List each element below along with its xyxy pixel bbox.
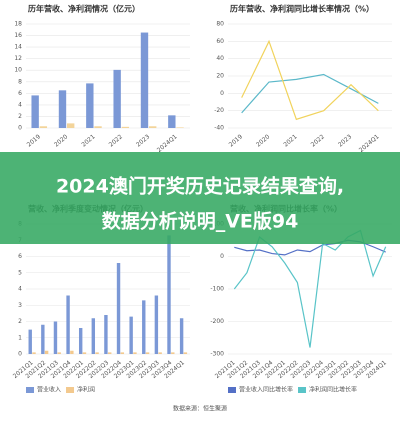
bar [179,318,184,354]
chart-title: 历年营收、净利润情况（亿元） [28,4,140,14]
y-tick-label: 8 [18,78,22,85]
legend-swatch [298,387,307,393]
legend-swatch [228,387,236,393]
y-tick-label: 80 [216,21,224,28]
bar [94,126,102,128]
legend-label: 净利润同比增长率 [309,386,357,394]
y-tick-label: 6 [18,253,22,260]
y-tick-label: 4 [18,286,22,293]
legend-label: 营业收入 [37,386,61,394]
y-tick-label: 6 [18,90,22,97]
bar [95,352,99,354]
bar [183,352,188,354]
y-tick-label: 20 [216,73,224,80]
banner-bg [0,152,400,244]
bar [140,32,149,128]
y-tick-label: -20 [214,107,224,114]
bar [158,352,162,354]
bar [108,352,112,354]
y-tick-label: 12 [14,55,22,62]
bar [70,350,74,354]
legend-swatch [26,387,34,393]
y-tick-label: 0 [220,90,224,97]
y-tick-label: 16 [14,32,22,39]
y-tick-label: 0 [220,253,224,260]
source: 数据来源：恒生聚源 [173,405,227,413]
bar [104,315,108,354]
bar [28,329,32,354]
bar [86,83,94,128]
line [241,39,379,121]
y-tick-label: 10 [14,67,22,74]
y-tick-label: 1 [18,334,22,341]
bar [145,352,150,354]
y-tick-label: -40 [214,125,224,132]
bar [176,127,184,128]
y-tick-label: 4 [18,101,22,108]
banner-line: 数据分析说明_VE版94 [102,210,299,233]
bar [57,352,61,354]
bar [168,115,176,128]
bar [78,328,83,354]
y-tick-label: -300 [210,351,224,358]
legend-label: 净利润 [77,386,95,394]
bar [116,263,121,354]
legend-swatch [66,387,75,393]
y-tick-label: 0 [18,125,22,132]
bar [91,318,96,354]
y-tick-label: 18 [14,21,22,28]
bar [113,69,121,128]
y-tick-label: 2 [18,318,22,325]
bar [67,123,75,128]
bar [41,324,45,354]
bar [32,352,36,354]
bar [31,95,39,128]
y-tick-label: 14 [14,44,22,51]
y-tick-label: 0 [18,351,22,358]
chart-title: 历年营收、净利润同比增长率情况（%） [230,4,374,14]
y-tick-label: -200 [210,318,224,325]
y-tick-label: 60 [216,38,224,45]
bar [129,316,133,354]
bar [120,352,125,354]
line [241,73,379,114]
y-tick-label: 40 [216,55,224,62]
bar [53,321,58,354]
bar [39,126,48,128]
y-tick-label: -100 [210,286,224,293]
y-tick-label: 2 [18,113,22,120]
y-tick-label: 5 [18,269,22,276]
bar [82,352,87,354]
legend-label: 营业收入同比增长率 [239,386,293,394]
bar [142,300,146,354]
bar [149,126,157,128]
bar [66,295,70,354]
bar [44,350,49,354]
bar [121,126,130,128]
bar [171,352,175,354]
bar [133,352,137,354]
bar [58,90,67,128]
y-tick-label: 3 [18,302,22,309]
bar [167,235,171,354]
banner-line: 2024澳门开奖历史记录结果查询, [56,175,344,198]
bar [154,295,159,354]
